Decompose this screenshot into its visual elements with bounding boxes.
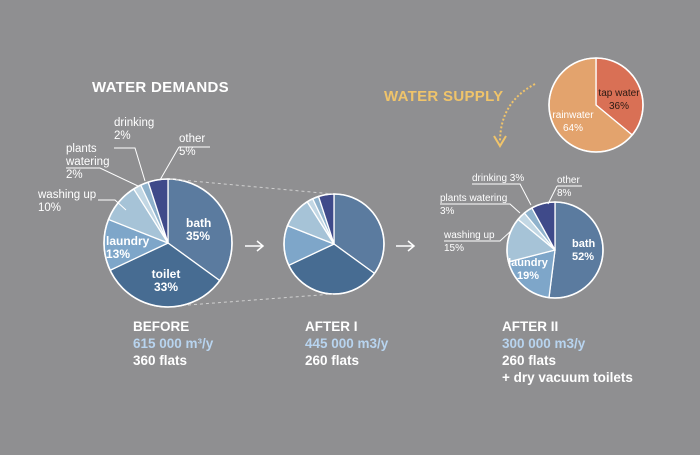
before-label-toilet: toilet 33%	[152, 267, 181, 294]
caption-after-2: AFTER II 300 000 m3/y 260 flats + dry va…	[502, 318, 633, 386]
caption-after-2-flats: 260 flats	[502, 353, 557, 368]
before-label-plants-watering: plants watering 2%	[65, 143, 109, 181]
caption-after-2-title: AFTER II	[502, 319, 559, 334]
arrow-after1-to-after2	[396, 240, 416, 252]
after2-label-drinking: drinking 3%	[472, 173, 524, 184]
before-pie	[103, 178, 233, 308]
water-demands-title: WATER DEMANDS	[92, 79, 229, 96]
caption-after-2-volume: 300 000 m3/y	[502, 336, 586, 351]
before-label-drinking: drinking 2%	[114, 117, 154, 142]
caption-before: BEFORE 615 000 m³/y 360 flats	[133, 318, 213, 369]
after2-label-bath: bath 52%	[572, 238, 596, 263]
before-leader-plants-watering	[66, 167, 139, 187]
caption-before-title: BEFORE	[133, 319, 190, 334]
after2-label-washing-up: washing up 15%	[443, 230, 495, 254]
before-leader-other	[159, 146, 180, 181]
after2-leader-other	[547, 185, 558, 205]
caption-after-2-extra: + dry vacuum toilets	[502, 370, 633, 385]
before-label-bath: bath 35%	[186, 216, 211, 243]
connector-bottom	[187, 293, 334, 306]
after2-leader-drinking	[472, 183, 532, 206]
after2-pie	[506, 201, 604, 299]
supply-label-tap-water: tap water 36%	[598, 88, 640, 112]
after2-outline	[506, 201, 604, 299]
before-label-other: other 5%	[179, 133, 205, 158]
caption-after-1-volume: 445 000 m3/y	[305, 336, 389, 351]
supply-flow-arrowhead	[493, 135, 507, 148]
before-leader-drinking	[114, 147, 146, 182]
supply-outline	[548, 57, 644, 153]
after2-leader-plants-watering	[440, 203, 521, 214]
supply-label-rainwater: rainwater 64%	[552, 110, 594, 134]
supply-pie	[548, 57, 644, 153]
after2-label-plants-watering: plants watering 3%	[440, 193, 507, 217]
before-label-washing-up: washing up 10%	[37, 189, 96, 214]
after2-label-other: other 8%	[557, 175, 580, 199]
after1-pie	[283, 193, 385, 295]
caption-after-1: AFTER I 445 000 m3/y 260 flats	[305, 318, 388, 369]
before-outline	[103, 178, 233, 308]
before-label-laundry: laundry 13%	[106, 234, 150, 261]
after2-label-laundry: laundry 19%	[508, 257, 549, 282]
before-leader-washing-up	[98, 199, 127, 211]
water-supply-title: WATER SUPPLY	[384, 88, 504, 105]
caption-before-flats: 360 flats	[133, 353, 188, 368]
caption-before-volume: 615 000 m³/y	[133, 336, 214, 351]
arrow-before-to-after1	[245, 240, 265, 252]
caption-after-1-title: AFTER I	[305, 319, 358, 334]
caption-after-1-flats: 260 flats	[305, 353, 360, 368]
supply-flow-arrow	[499, 83, 536, 143]
after2-leader-washing-up	[444, 229, 513, 242]
after1-outline	[283, 193, 385, 295]
after2-slice-bath	[548, 201, 604, 299]
